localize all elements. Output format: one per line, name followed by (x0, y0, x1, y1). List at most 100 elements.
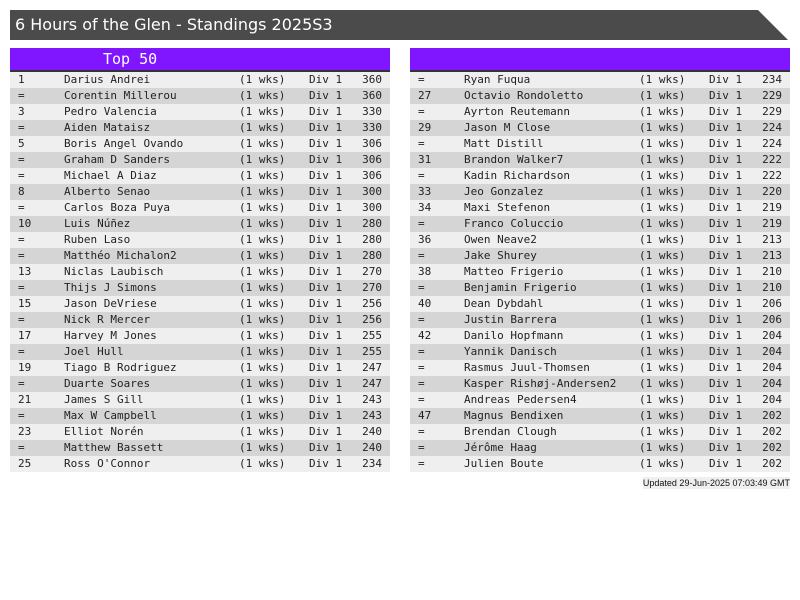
driver-name: Jérôme Haag (464, 441, 537, 454)
rank: = (418, 73, 425, 86)
table-row: = Kadin Richardson (1 wks) Div 1 222 (410, 168, 790, 184)
division: Div 1 (709, 377, 743, 390)
division: Div 1 (309, 361, 343, 374)
points: 234 (762, 73, 782, 86)
division: Div 1 (309, 73, 343, 86)
rank: 5 (18, 137, 25, 150)
rank: = (418, 457, 425, 470)
division: Div 1 (709, 73, 743, 86)
driver-name: Harvey M Jones (64, 329, 157, 342)
standings-table-left: Top 50 1 Darius Andrei (1 wks) Div 1 360 = Cor… (10, 48, 390, 472)
weeks: (1 wks) (239, 185, 286, 198)
rank: = (18, 441, 25, 454)
rank: = (418, 137, 425, 150)
rank: 13 (18, 265, 32, 278)
division: Div 1 (709, 361, 743, 374)
rank: = (18, 233, 25, 246)
points: 255 (362, 345, 382, 358)
division: Div 1 (309, 265, 343, 278)
points: 243 (362, 393, 382, 406)
rank: = (18, 89, 25, 102)
driver-name: Franco Coluccio (464, 217, 564, 230)
table-row: 10 Luis Núñez (1 wks) Div 1 280 (10, 216, 390, 232)
rank: = (418, 313, 425, 326)
points: 202 (762, 441, 782, 454)
rank: 33 (418, 185, 432, 198)
division: Div 1 (309, 425, 343, 438)
table-row: 19 Tiago B Rodriguez (1 wks) Div 1 247 (10, 360, 390, 376)
driver-name: Ruben Laso (64, 233, 131, 246)
points: 247 (362, 377, 382, 390)
division: Div 1 (309, 185, 343, 198)
division: Div 1 (309, 153, 343, 166)
weeks: (1 wks) (239, 409, 286, 422)
weeks: (1 wks) (639, 425, 686, 438)
weeks: (1 wks) (239, 105, 286, 118)
division: Div 1 (709, 89, 743, 102)
table-row: 21 James S Gill (1 wks) Div 1 243 (10, 392, 390, 408)
division: Div 1 (709, 169, 743, 182)
table-row: 29 Jason M Close (1 wks) Div 1 224 (410, 120, 790, 136)
points: 255 (362, 329, 382, 342)
points: 256 (362, 297, 382, 310)
table-row: = Yannik Danisch (1 wks) Div 1 204 (410, 344, 790, 360)
weeks: (1 wks) (239, 201, 286, 214)
division: Div 1 (709, 265, 743, 278)
rank: 17 (18, 329, 32, 342)
driver-name: Danilo Hopfmann (464, 329, 564, 342)
weeks: (1 wks) (239, 441, 286, 454)
table-row: = Andreas Pedersen4 (1 wks) Div 1 204 (410, 392, 790, 408)
table-row: 15 Jason DeVriese (1 wks) Div 1 256 (10, 296, 390, 312)
table-row: 25 Ross O'Connor (1 wks) Div 1 234 (10, 456, 390, 472)
points: 219 (762, 201, 782, 214)
driver-name: Matthew Bassett (64, 441, 164, 454)
points: 229 (762, 105, 782, 118)
driver-name: Max W Campbell (64, 409, 157, 422)
division: Div 1 (709, 105, 743, 118)
table-row: = Graham D Sanders (1 wks) Div 1 306 (10, 152, 390, 168)
points: 330 (362, 121, 382, 134)
table-row: = Corentin Millerou (1 wks) Div 1 360 (10, 88, 390, 104)
table-row: = Julien Boute (1 wks) Div 1 202 (410, 456, 790, 472)
driver-name: Andreas Pedersen4 (464, 393, 577, 406)
table-row: 36 Owen Neave2 (1 wks) Div 1 213 (410, 232, 790, 248)
division: Div 1 (309, 249, 343, 262)
table-row: = Rasmus Juul-Thomsen (1 wks) Div 1 204 (410, 360, 790, 376)
driver-name: Justin Barrera (464, 313, 557, 326)
weeks: (1 wks) (639, 441, 686, 454)
driver-name: Duarte Soares (64, 377, 151, 390)
weeks: (1 wks) (639, 89, 686, 102)
points: 300 (362, 201, 382, 214)
rank: 1 (18, 73, 25, 86)
weeks: (1 wks) (239, 249, 286, 262)
points: 224 (762, 121, 782, 134)
weeks: (1 wks) (639, 249, 686, 262)
driver-name: Graham D Sanders (64, 153, 170, 166)
driver-name: Luis Núñez (64, 217, 131, 230)
rank: 3 (18, 105, 25, 118)
rank: 42 (418, 329, 432, 342)
driver-name: Tiago B Rodriguez (64, 361, 177, 374)
points: 202 (762, 457, 782, 470)
table-body: = Ryan Fuqua (1 wks) Div 1 234 27 Octavio Rond… (410, 72, 790, 472)
driver-name: Elliot Norén (64, 425, 144, 438)
rank: 40 (418, 297, 432, 310)
table-row: = Brendan Clough (1 wks) Div 1 202 (410, 424, 790, 440)
driver-name: Kasper Rishøj-Andersen2 (464, 377, 617, 390)
weeks: (1 wks) (239, 137, 286, 150)
rank: 23 (18, 425, 32, 438)
weeks: (1 wks) (239, 89, 286, 102)
weeks: (1 wks) (639, 345, 686, 358)
division: Div 1 (709, 201, 743, 214)
rank: 27 (418, 89, 432, 102)
points: 240 (362, 425, 382, 438)
points: 280 (362, 249, 382, 262)
weeks: (1 wks) (239, 73, 286, 86)
points: 204 (762, 377, 782, 390)
weeks: (1 wks) (639, 377, 686, 390)
table-row: 42 Danilo Hopfmann (1 wks) Div 1 204 (410, 328, 790, 344)
points: 204 (762, 345, 782, 358)
division: Div 1 (709, 409, 743, 422)
points: 202 (762, 409, 782, 422)
table-header-title: Top 50 (103, 50, 158, 68)
